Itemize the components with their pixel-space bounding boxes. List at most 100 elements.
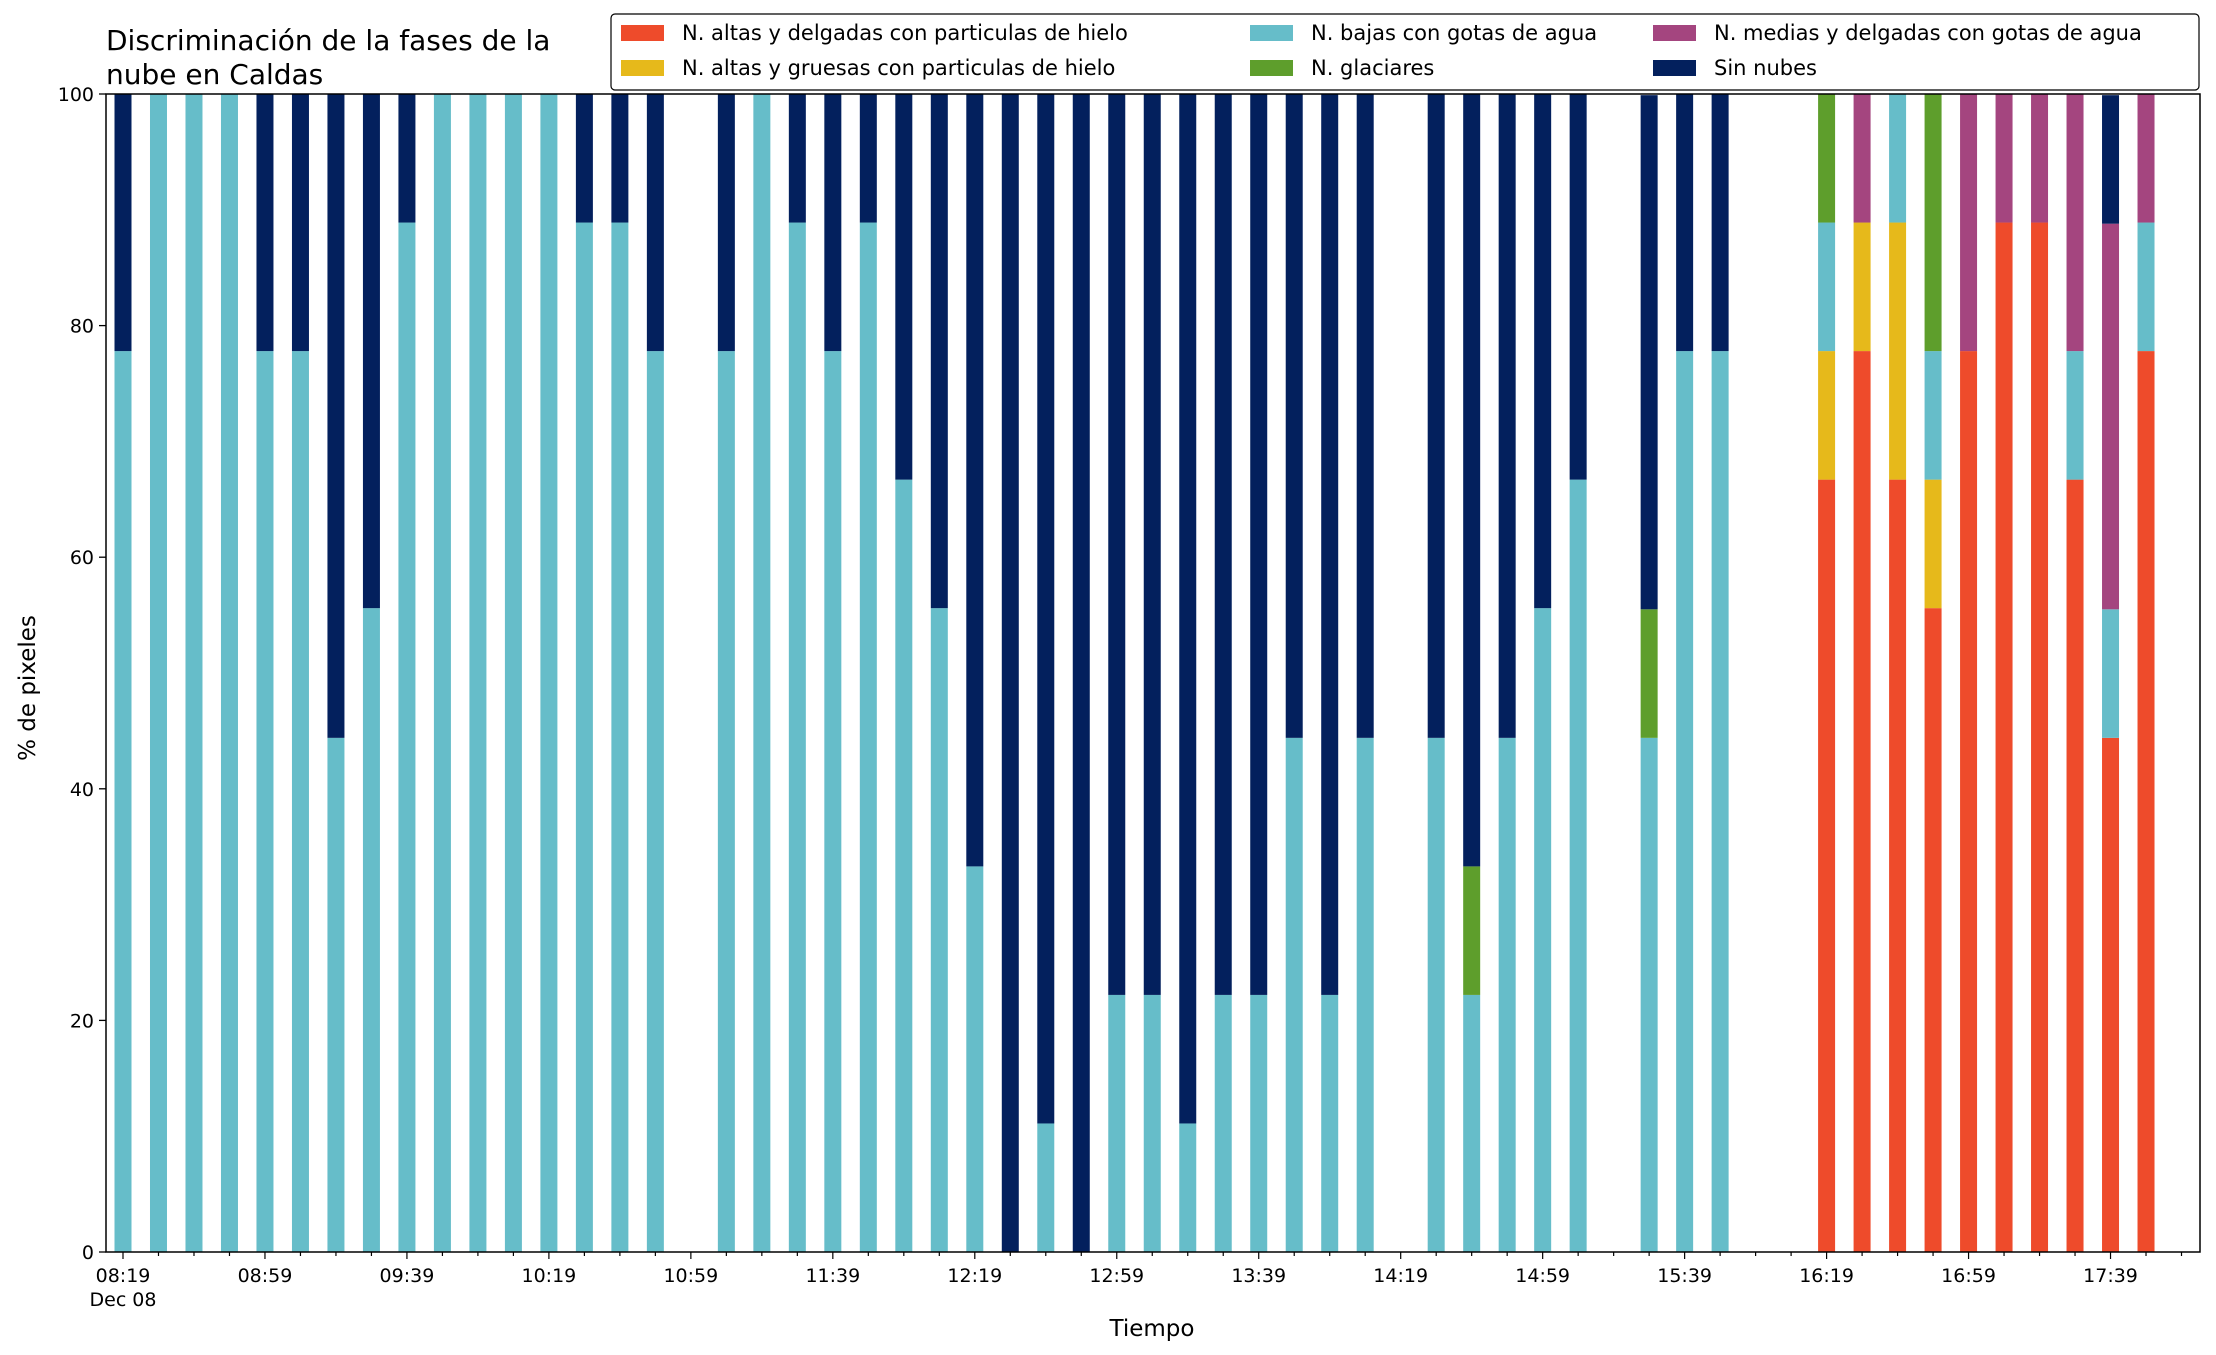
x-axis-label: Tiempo [1109, 1316, 1195, 1342]
chart-title-line-1: Discriminación de la fases de la [106, 24, 550, 57]
bar-segment-sin-nubes [1285, 94, 1303, 738]
bar-segment-n-bajas-con-gotas-de-agua [575, 222, 593, 1252]
bar-segment-n-medias-y-delgadas-con-gotas-de-agua [2031, 94, 2049, 223]
bar-segment-n-altas-y-gruesas-con-particulas-de-hielo [1818, 351, 1836, 480]
legend-label-sin-nubes: Sin nubes [1714, 56, 1817, 80]
legend-label-n-bajas-con-gotas-de-agua: N. bajas con gotas de agua [1311, 21, 1597, 45]
bar-segment-n-bajas-con-gotas-de-agua [1498, 737, 1516, 1252]
x-tick-label: 16:19 [1799, 1265, 1854, 1287]
x-tick-label: 10:59 [663, 1265, 718, 1287]
bar-segment-n-bajas-con-gotas-de-agua [1214, 994, 1232, 1252]
bar-segment-n-bajas-con-gotas-de-agua [824, 351, 842, 1253]
x-tick-date-label: Dec 08 [90, 1289, 157, 1311]
bar-segment-n-bajas-con-gotas-de-agua [433, 94, 451, 1252]
x-tick-label: 08:19 [96, 1265, 151, 1287]
y-tick-label: 100 [58, 84, 94, 106]
bar-segment-n-medias-y-delgadas-con-gotas-de-agua [1960, 94, 1978, 352]
bar-segment-sin-nubes [398, 94, 416, 223]
bar-segment-sin-nubes [1143, 94, 1161, 995]
x-tick-label: 10:19 [522, 1265, 577, 1287]
y-tick-label: 60 [70, 547, 94, 569]
y-tick-label: 20 [70, 1010, 94, 1032]
bar-segment-sin-nubes [2102, 95, 2120, 224]
bar-segment-n-bajas-con-gotas-de-agua [930, 608, 948, 1252]
bar-segment-n-medias-y-delgadas-con-gotas-de-agua [2137, 94, 2155, 223]
bar-segment-sin-nubes [1711, 94, 1729, 352]
bar-segment-n-bajas-con-gotas-de-agua [185, 94, 203, 1252]
bar-segment-n-altas-y-delgadas-con-particulas-de-hielo [2031, 222, 2049, 1252]
bar-segment-n-altas-y-delgadas-con-particulas-de-hielo [1853, 351, 1871, 1253]
bar-segment-sin-nubes [824, 94, 842, 352]
x-tick-label: 12:59 [1089, 1265, 1144, 1287]
plot-frame [105, 93, 2201, 1253]
bar-segment-n-altas-y-delgadas-con-particulas-de-hielo [1924, 608, 1942, 1252]
x-tick-label: 15:39 [1657, 1265, 1712, 1287]
legend-swatch-sin-nubes [1653, 60, 1696, 76]
legend-swatch-n-glaciares [1250, 60, 1293, 76]
bar-segment-sin-nubes [930, 94, 948, 609]
legend-swatch-n-medias-y-delgadas-con-gotas-de-agua [1653, 25, 1696, 41]
bar-segment-n-altas-y-delgadas-con-particulas-de-hielo [2102, 737, 2120, 1252]
legend-swatch-n-altas-y-gruesas-con-particulas-de-hielo [621, 60, 664, 76]
bar-segment-sin-nubes [1498, 94, 1516, 738]
bars [114, 94, 2155, 1253]
y-axis-label: % de pixeles [15, 615, 41, 761]
bar-segment-n-bajas-con-gotas-de-agua [2137, 222, 2155, 352]
bar-segment-n-altas-y-delgadas-con-particulas-de-hielo [1960, 351, 1978, 1253]
bar-segment-sin-nubes [1569, 94, 1587, 480]
bar-segment-n-altas-y-gruesas-con-particulas-de-hielo [1924, 479, 1942, 609]
x-tick-label: 11:39 [805, 1265, 860, 1287]
bar-segment-n-bajas-con-gotas-de-agua [1889, 94, 1907, 223]
bar-segment-sin-nubes [788, 94, 806, 223]
bar-segment-sin-nubes [1676, 94, 1694, 352]
bar-segment-n-bajas-con-gotas-de-agua [1534, 608, 1552, 1252]
bar-segment-n-bajas-con-gotas-de-agua [966, 866, 984, 1252]
bar-segment-n-medias-y-delgadas-con-gotas-de-agua [2102, 223, 2120, 610]
legend-label-n-altas-y-delgadas-con-particulas-de-hielo: N. altas y delgadas con particulas de hi… [682, 21, 1128, 45]
bar-segment-sin-nubes [114, 94, 132, 352]
bar-segment-sin-nubes [966, 94, 984, 867]
bar-segment-sin-nubes [1356, 94, 1374, 738]
bar-segment-n-medias-y-delgadas-con-gotas-de-agua [2066, 94, 2084, 352]
x-tick-label: 14:59 [1515, 1265, 1570, 1287]
bar-segment-n-bajas-con-gotas-de-agua [1711, 351, 1729, 1253]
legend-swatch-n-altas-y-delgadas-con-particulas-de-hielo [621, 25, 664, 41]
bar-segment-n-glaciares [1640, 609, 1658, 738]
legend: N. altas y delgadas con particulas de hi… [610, 13, 2200, 91]
bar-segment-n-altas-y-gruesas-con-particulas-de-hielo [1853, 222, 1871, 352]
y-tick-label: 80 [70, 316, 94, 338]
bar-segment-sin-nubes [1108, 94, 1126, 995]
bar-segment-n-bajas-con-gotas-de-agua [859, 222, 877, 1252]
bar-segment-n-bajas-con-gotas-de-agua [256, 351, 274, 1253]
bar-segment-n-altas-y-delgadas-con-particulas-de-hielo [2066, 479, 2084, 1252]
bar-segment-sin-nubes [611, 94, 629, 223]
bar-segment-n-bajas-con-gotas-de-agua [1356, 737, 1374, 1252]
legend-frame [610, 13, 2200, 91]
bar-segment-n-bajas-con-gotas-de-agua [149, 94, 167, 1252]
x-tick-label: 17:39 [2083, 1265, 2138, 1287]
legend-swatch-n-bajas-con-gotas-de-agua [1250, 25, 1293, 41]
bar-segment-n-bajas-con-gotas-de-agua [611, 222, 629, 1252]
bar-segment-n-altas-y-gruesas-con-particulas-de-hielo [1889, 222, 1907, 480]
bar-segment-n-bajas-con-gotas-de-agua [1037, 1123, 1055, 1252]
bar-segment-n-bajas-con-gotas-de-agua [717, 351, 735, 1253]
bar-segment-sin-nubes [717, 94, 735, 352]
bar-segment-n-bajas-con-gotas-de-agua [753, 94, 771, 1252]
bar-segment-n-bajas-con-gotas-de-agua [398, 222, 416, 1252]
bar-segment-sin-nubes [859, 94, 877, 223]
bar-segment-n-bajas-con-gotas-de-agua [1179, 1123, 1197, 1252]
bar-segment-sin-nubes [1640, 95, 1658, 610]
x-tick-label: 14:19 [1373, 1265, 1428, 1287]
chart-title: Discriminación de la fases de la nube en… [106, 24, 550, 91]
legend-label-n-altas-y-gruesas-con-particulas-de-hielo: N. altas y gruesas con particulas de hie… [682, 56, 1115, 80]
bar-segment-n-medias-y-delgadas-con-gotas-de-agua [1853, 94, 1871, 223]
bar-segment-n-bajas-con-gotas-de-agua [895, 479, 913, 1252]
bar-segment-n-bajas-con-gotas-de-agua [1640, 737, 1658, 1252]
bar-segment-n-bajas-con-gotas-de-agua [540, 94, 558, 1252]
y-tick-label: 40 [70, 779, 94, 801]
chart-title-line-2: nube en Caldas [106, 58, 323, 91]
bar-segment-sin-nubes [1072, 94, 1090, 1252]
bar-segment-sin-nubes [327, 94, 345, 738]
bar-segment-n-bajas-con-gotas-de-agua [291, 351, 309, 1253]
